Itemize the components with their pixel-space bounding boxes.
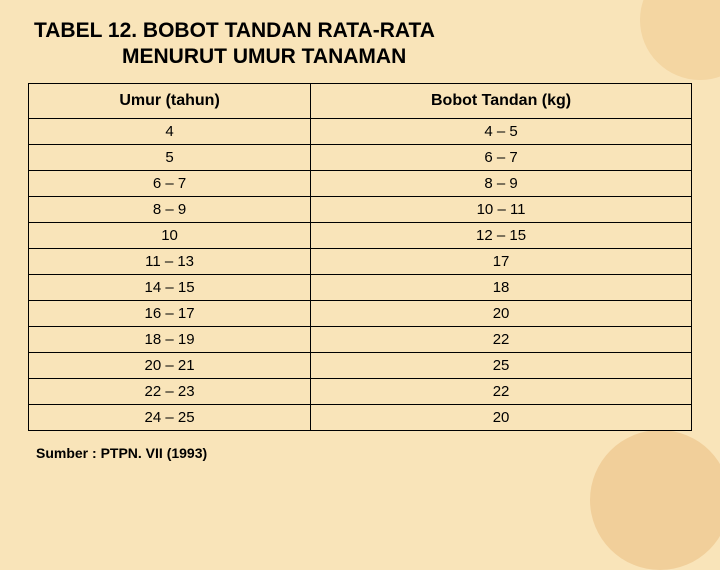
slide-title: TABEL 12. BOBOT TANDAN RATA-RATA MENURUT… [28, 18, 692, 71]
table-row: 56 – 7 [29, 144, 692, 170]
table-row: 22 – 2322 [29, 378, 692, 404]
table-header-row: Umur (tahun) Bobot Tandan (kg) [29, 83, 692, 118]
table-row: 14 – 1518 [29, 274, 692, 300]
table-row: 20 – 2125 [29, 352, 692, 378]
data-table: Umur (tahun) Bobot Tandan (kg) 44 – 5 56… [28, 83, 692, 431]
table-row: 6 – 78 – 9 [29, 170, 692, 196]
col-header-umur: Umur (tahun) [29, 83, 311, 118]
table-row: 11 – 1317 [29, 248, 692, 274]
table-row: 24 – 2520 [29, 404, 692, 430]
table-row: 1012 – 15 [29, 222, 692, 248]
title-line-2: MENURUT UMUR TANAMAN [34, 44, 692, 70]
col-header-bobot: Bobot Tandan (kg) [311, 83, 692, 118]
title-line-1: TABEL 12. BOBOT TANDAN RATA-RATA [34, 18, 692, 44]
table-row: 44 – 5 [29, 118, 692, 144]
slide-content: TABEL 12. BOBOT TANDAN RATA-RATA MENURUT… [0, 0, 720, 475]
table-row: 18 – 1922 [29, 326, 692, 352]
table-row: 16 – 1720 [29, 300, 692, 326]
table-row: 8 – 910 – 11 [29, 196, 692, 222]
source-text: Sumber : PTPN. VII (1993) [28, 445, 692, 461]
